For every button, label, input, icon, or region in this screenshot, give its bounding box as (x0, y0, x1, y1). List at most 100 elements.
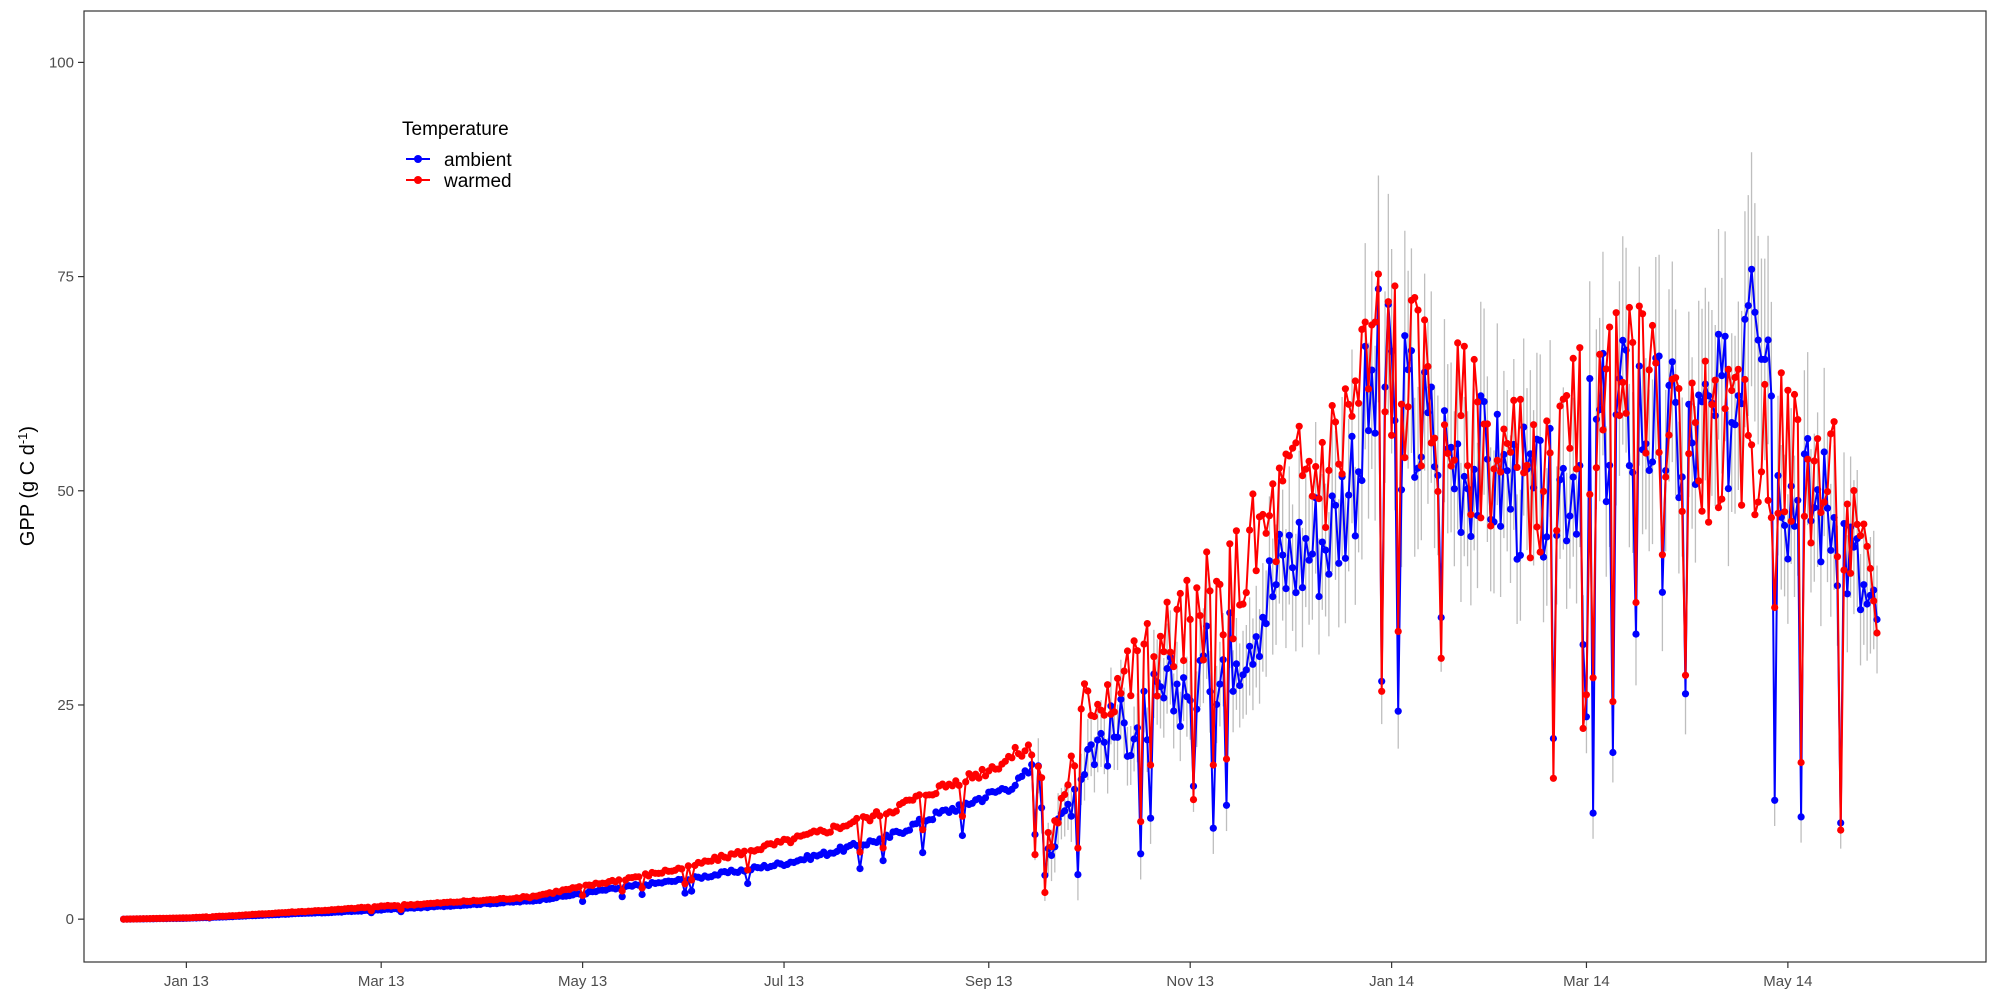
data-point-warmed (1473, 398, 1482, 406)
data-point-warmed (1077, 705, 1085, 713)
data-point-ambient (1681, 690, 1690, 698)
y-axis-title-close: ) (17, 426, 39, 433)
data-point-warmed (1361, 318, 1369, 326)
data-point-ambient (1355, 468, 1363, 476)
data-point-warmed (1870, 597, 1878, 605)
data-point-warmed (975, 774, 983, 782)
data-point-ambient (1609, 748, 1617, 757)
data-point-ambient (1229, 687, 1237, 695)
x-tick-label: Jan 13 (164, 973, 209, 990)
data-point-ambient (1351, 532, 1359, 540)
data-point-ambient (1236, 681, 1244, 690)
data-point-warmed (1440, 421, 1449, 429)
data-point-ambient (1823, 504, 1832, 512)
data-point-warmed (1615, 411, 1624, 420)
data-point-warmed (1609, 698, 1617, 706)
data-point-ambient (1394, 707, 1402, 715)
data-point-warmed (1289, 444, 1297, 452)
y-tick-label: 100 (49, 54, 74, 71)
data-point-ambient (1289, 564, 1297, 572)
data-point-warmed (1873, 629, 1881, 637)
data-point-warmed (1394, 627, 1402, 636)
data-point-ambient (1325, 570, 1333, 578)
data-point-warmed (1345, 400, 1353, 408)
data-point-ambient (1348, 432, 1356, 440)
data-point-warmed (1457, 412, 1465, 420)
data-point-warmed (615, 876, 623, 884)
data-point-ambient (929, 816, 937, 824)
data-point-warmed (1751, 511, 1759, 519)
data-point-warmed (1298, 472, 1307, 480)
data-point-ambient (1602, 498, 1610, 506)
data-point-warmed (1843, 500, 1851, 508)
data-point-ambient (1100, 738, 1108, 746)
data-point-ambient (1675, 494, 1683, 502)
x-tick-label: Sep 13 (965, 973, 1013, 990)
data-point-warmed (1186, 615, 1194, 624)
data-point-ambient (1358, 476, 1366, 485)
data-point-ambient (1536, 436, 1544, 445)
data-point-ambient (1695, 391, 1703, 399)
data-point-ambient (1804, 435, 1812, 443)
data-point-ambient (1856, 606, 1865, 614)
x-tick-label: Jan 14 (1369, 973, 1414, 990)
data-point-warmed (1080, 680, 1089, 688)
data-point-warmed (1698, 507, 1706, 515)
data-point-warmed (1447, 462, 1455, 470)
data-point-ambient (919, 849, 927, 857)
data-point-ambient (1242, 666, 1250, 674)
data-point-ambient (1285, 531, 1293, 540)
data-point-ambient (1817, 558, 1825, 566)
data-point-warmed (1853, 520, 1861, 529)
data-point-warmed (1483, 420, 1491, 428)
data-point-warmed (1738, 501, 1746, 509)
data-point-warmed (1067, 752, 1075, 760)
data-point-ambient (1447, 443, 1455, 451)
data-point-ambient (886, 833, 894, 842)
data-point-warmed (1506, 448, 1515, 456)
data-point-ambient (1748, 265, 1756, 273)
data-point-warmed (1262, 529, 1270, 537)
data-point-warmed (1566, 444, 1574, 452)
data-point-ambient (1411, 473, 1419, 481)
data-point-ambient (981, 794, 990, 802)
data-point-warmed (1645, 366, 1653, 374)
data-point-ambient (1024, 769, 1032, 777)
data-point-warmed (1800, 512, 1808, 520)
data-point-warmed (1421, 316, 1429, 324)
data-point-warmed (1606, 323, 1614, 331)
data-point-warmed (1728, 386, 1736, 395)
data-point-warmed (1388, 431, 1396, 439)
data-point-warmed (635, 873, 643, 881)
data-point-warmed (1830, 418, 1838, 426)
x-tick-label: May 14 (1763, 973, 1812, 990)
data-point-warmed (1520, 469, 1528, 477)
series-warmed (120, 270, 1881, 923)
data-point-warmed (1279, 477, 1287, 485)
data-point-ambient (1477, 392, 1485, 400)
data-point-warmed (1084, 687, 1092, 695)
data-point-warmed (1837, 826, 1845, 834)
data-point-warmed (1401, 454, 1409, 462)
data-point-ambient (1318, 538, 1326, 546)
data-point-warmed (1292, 439, 1300, 447)
data-point-warmed (1325, 466, 1333, 474)
data-point-warmed (1341, 385, 1349, 393)
data-point-ambient (1744, 302, 1752, 310)
data-point-warmed (1226, 540, 1234, 548)
data-point-warmed (1074, 844, 1082, 852)
y-axis-title-main: GPP (g C d (17, 444, 39, 546)
data-point-warmed (1863, 542, 1871, 551)
data-point-ambient (1632, 630, 1640, 638)
data-point-warmed (1285, 452, 1293, 460)
data-point-ambient (1569, 473, 1577, 481)
data-point-warmed (1232, 527, 1240, 535)
data-point-warmed (1431, 434, 1439, 442)
data-point-warmed (1120, 667, 1128, 675)
data-point-warmed (1322, 523, 1330, 532)
data-point-warmed (1619, 378, 1627, 386)
data-point-warmed (1543, 417, 1551, 425)
data-point-warmed (1133, 647, 1141, 655)
data-point-warmed (1572, 465, 1581, 473)
